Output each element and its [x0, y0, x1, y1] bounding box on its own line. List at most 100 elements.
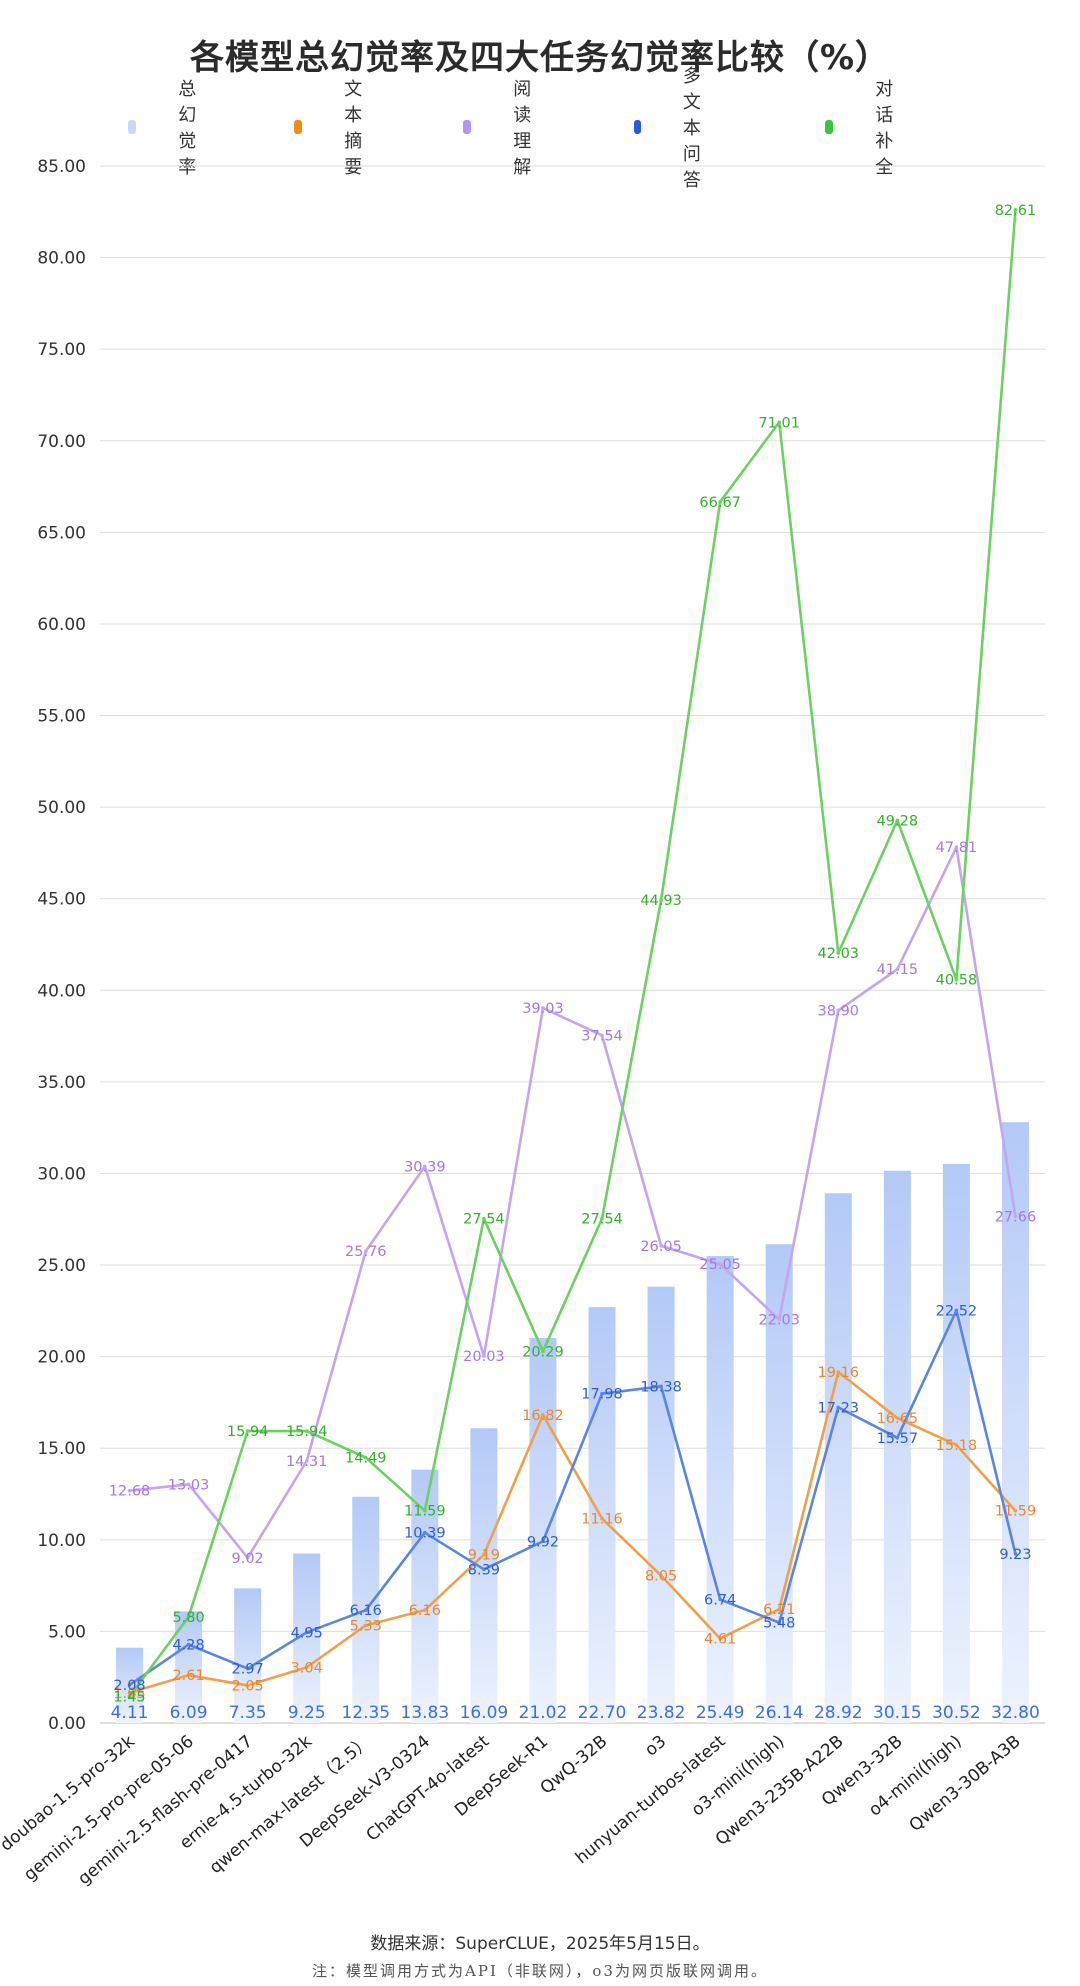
point-value-label: 11.59 — [995, 1504, 1037, 1520]
point-value-label: 6.74 — [704, 1593, 736, 1609]
point-value-label: 40.58 — [936, 973, 978, 989]
y-tick-label: 70.00 — [37, 432, 86, 452]
legend-item-multitext[interactable]: 多文本问答 — [634, 66, 714, 191]
data-point — [423, 1530, 427, 1535]
point-value-label: 9.19 — [468, 1548, 500, 1564]
data-point — [423, 1608, 427, 1612]
data-point — [304, 1665, 309, 1670]
line-layer — [127, 207, 1018, 1699]
point-value-label: 82.61 — [995, 203, 1037, 219]
point-value-label: 4.95 — [291, 1625, 323, 1641]
data-point — [895, 967, 900, 972]
point-value-label: 18.38 — [640, 1379, 682, 1395]
data-point — [482, 1216, 486, 1221]
point-value-label: 27.66 — [995, 1209, 1037, 1225]
legend-label-total: 总幻觉率 — [178, 79, 197, 178]
data-point — [127, 1694, 132, 1699]
data-point — [304, 1459, 309, 1463]
point-value-label: 17.23 — [818, 1400, 860, 1416]
point-value-label: 19.16 — [818, 1365, 860, 1381]
data-point — [541, 1413, 545, 1417]
legend-swatch-reading — [463, 120, 472, 134]
data-point — [895, 818, 900, 823]
point-value-label: 6.16 — [409, 1603, 441, 1619]
bar-value-label: 28.92 — [814, 1703, 863, 1723]
data-point — [186, 1614, 191, 1619]
y-tick-label: 75.00 — [37, 340, 86, 360]
data-point — [600, 1216, 604, 1221]
data-point — [954, 1308, 959, 1313]
series-line — [128, 845, 1017, 1560]
point-value-label: 16.65 — [877, 1411, 919, 1427]
point-value-label: 25.05 — [699, 1257, 741, 1273]
legend-swatch-total — [128, 120, 137, 134]
point-value-label: 41.15 — [877, 962, 919, 978]
data-point — [836, 1370, 841, 1374]
bar-value-label: 6.09 — [170, 1703, 208, 1723]
data-point — [600, 1033, 604, 1038]
point-value-label: 15.94 — [227, 1424, 269, 1440]
legend-item-summary[interactable]: 文本摘要 — [294, 79, 374, 178]
bar — [765, 1244, 793, 1723]
bar-value-label: 22.70 — [578, 1703, 627, 1723]
y-tick-label: 40.00 — [37, 981, 86, 1001]
point-value-label: 39.03 — [522, 1001, 564, 1017]
data-point — [895, 1435, 900, 1440]
legend-label-multitext: 多文本问答 — [682, 66, 701, 191]
data-point — [245, 1666, 250, 1671]
y-tick-label: 5.00 — [48, 1622, 86, 1642]
data-point — [954, 977, 959, 982]
bar-value-label: 13.83 — [401, 1703, 450, 1723]
point-value-label: 4.28 — [172, 1638, 204, 1654]
bar — [883, 1170, 911, 1723]
data-point — [245, 1429, 250, 1433]
data-point — [600, 1516, 604, 1521]
data-point — [482, 1552, 486, 1557]
y-tick-label: 50.00 — [37, 798, 86, 818]
point-value-label: 25.76 — [345, 1244, 387, 1260]
legend-item-total[interactable]: 总幻觉率 — [128, 79, 208, 178]
y-tick-label: 25.00 — [37, 1256, 86, 1276]
data-point — [777, 1620, 782, 1625]
y-tick-label: 45.00 — [37, 890, 86, 910]
data-point — [836, 951, 841, 955]
y-tick-label: 35.00 — [37, 1073, 86, 1093]
y-tick-label: 30.00 — [37, 1164, 86, 1184]
data-point — [1013, 1214, 1018, 1219]
point-value-label: 2.08 — [113, 1678, 145, 1694]
data-point — [777, 1607, 782, 1612]
point-value-label: 30.39 — [404, 1159, 446, 1175]
bar — [470, 1428, 498, 1723]
point-value-label: 8.39 — [468, 1562, 500, 1578]
bar-value-label: 32.80 — [991, 1703, 1040, 1723]
legend-item-reading[interactable]: 阅读理解 — [463, 79, 543, 178]
point-value-label: 13.03 — [168, 1477, 210, 1493]
point-value-label: 16.82 — [522, 1408, 564, 1424]
data-point — [245, 1683, 250, 1688]
point-value-label: 9.92 — [527, 1534, 559, 1550]
data-point — [777, 1317, 782, 1322]
bar-value-label: 4.11 — [111, 1703, 149, 1723]
bar-value-label: 9.25 — [288, 1703, 326, 1723]
bar — [529, 1337, 557, 1723]
legend-label-summary: 文本摘要 — [344, 79, 363, 178]
legend-swatch-dialogue — [825, 120, 834, 134]
data-point — [659, 1573, 663, 1578]
point-value-label: 9.23 — [999, 1547, 1031, 1563]
point-value-label: 37.54 — [581, 1028, 623, 1044]
axis-layer: 0.00 5.00 10.00 15.00 20.00 25.00 30.00 35.00 40… — [0, 157, 1025, 1889]
data-point — [304, 1630, 309, 1635]
point-value-label: 5.48 — [763, 1616, 795, 1632]
legend-item-dialogue[interactable]: 对话补全 — [825, 79, 905, 178]
point-value-label: 8.05 — [645, 1569, 677, 1585]
bar — [706, 1256, 734, 1723]
footnote: 注：模型调用方式为API（非联网），o3为网页版联网调用。 — [312, 1962, 768, 1980]
data-point — [186, 1482, 191, 1487]
data-point — [659, 1244, 663, 1248]
y-tick-label: 85.00 — [37, 157, 86, 177]
data-point — [423, 1508, 427, 1513]
legend-swatch-summary — [294, 120, 303, 134]
point-value-label: 11.59 — [404, 1504, 446, 1520]
data-point — [718, 1262, 722, 1266]
